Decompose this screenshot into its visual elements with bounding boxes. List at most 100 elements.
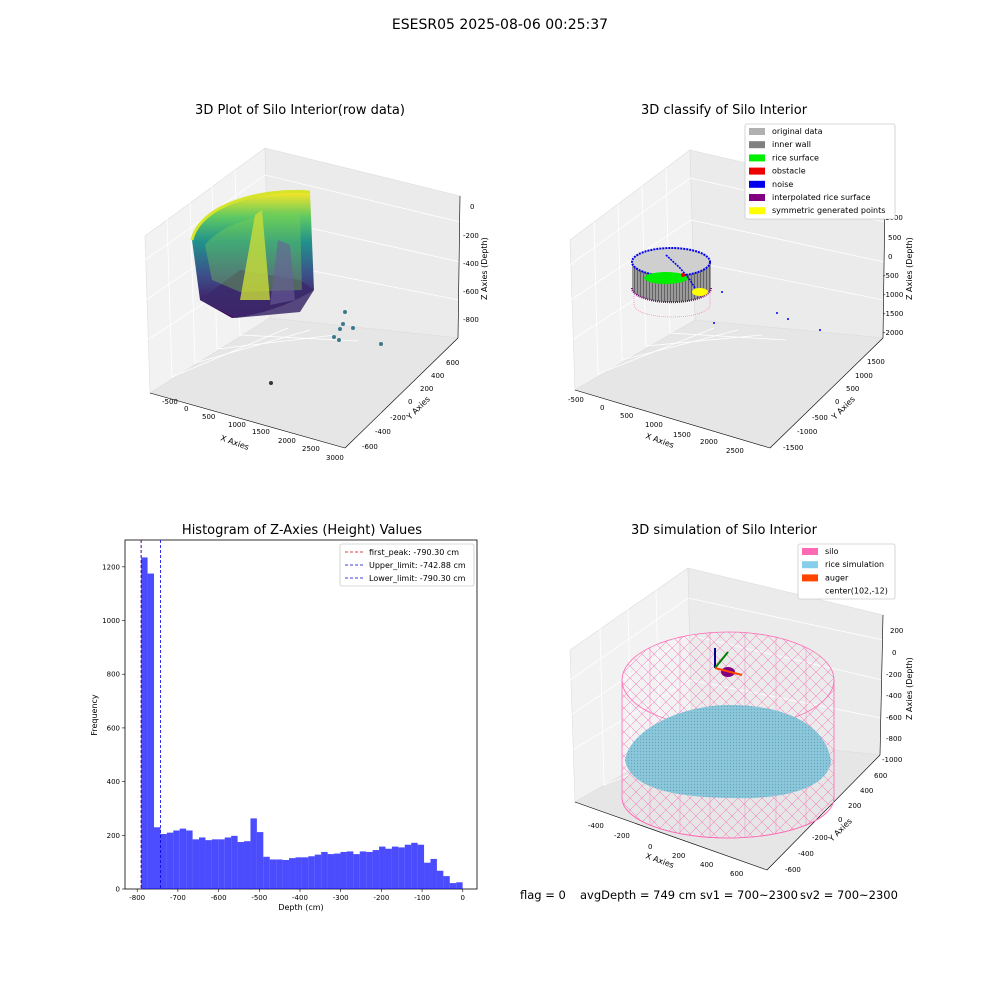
histogram-bar: [160, 833, 167, 889]
histogram-bar: [154, 827, 161, 889]
figure-title: ESESR05 2025-08-06 00:25:37: [391, 17, 609, 33]
chart2-z-label: Z Axies (Depth): [905, 237, 914, 300]
chart1-x-tick: 2000: [278, 437, 296, 445]
chart3-x-tick: -800: [129, 894, 145, 902]
histogram-bar: [301, 857, 309, 889]
histogram-bar: [269, 859, 277, 889]
chart4-x-label: X Axies: [644, 851, 675, 870]
chart2-y-label: Y Axies: [829, 395, 857, 423]
chart4-x-tick: -200: [614, 832, 630, 840]
chart4-z-tick: -800: [886, 735, 902, 743]
chart3-x-tick: -600: [211, 894, 227, 902]
histogram-bar: [244, 841, 251, 889]
histogram-bar: [417, 844, 425, 889]
chart3-x-tick: 0: [461, 894, 465, 902]
histogram-bar: [314, 854, 322, 889]
legend-entry: silo: [825, 547, 839, 556]
histogram-bar: [334, 853, 341, 889]
chart1-x-tick: 1000: [228, 421, 246, 429]
chart3-y-tick: 1000: [102, 617, 120, 625]
chart3-x-tick: -700: [170, 894, 186, 902]
chart3-legend-entry: first_peak: -790.30 cm: [369, 548, 459, 557]
footer-sv2: sv2 = 700~2300: [800, 888, 898, 902]
chart4-auger: [714, 648, 743, 677]
chart1-z-tick: -600: [463, 288, 479, 296]
chart3-x-tick: -300: [333, 894, 349, 902]
chart4-y-tick: 0: [838, 816, 842, 824]
chart1-x-tick: -500: [162, 398, 178, 406]
legend-entry: rice simulation: [825, 560, 884, 569]
chart1-x-tick: 2500: [302, 445, 320, 453]
legend-entry: auger: [825, 573, 849, 582]
chart4-y-tick: 600: [874, 772, 887, 780]
chart2-x-label: X Axies: [644, 431, 675, 450]
footer-flag: flag = 0: [520, 888, 566, 902]
legend-entry: interpolated rice surface: [772, 193, 870, 202]
chart4-z-tick: -200: [886, 671, 902, 679]
chart1-x-label: X Axies: [219, 433, 250, 452]
chart1-z-label: Z Axies (Depth): [480, 237, 489, 300]
chart4-rice-simulation: [621, 705, 835, 839]
histogram-bar: [256, 832, 264, 889]
chart4-y-tick: 400: [860, 787, 873, 795]
chart2-y-tick: 1000: [855, 372, 873, 380]
chart2-title: 3D classify of Silo Interior: [640, 103, 808, 118]
histogram-bar: [211, 839, 219, 889]
chart1-y-tick: 600: [446, 359, 459, 367]
chart2-z-tick: -2000: [883, 329, 903, 337]
legend-entry: obstacle: [772, 167, 806, 176]
chart3-y-label: Frequency: [90, 694, 99, 736]
footer-avg-depth: avgDepth = 749 cm: [580, 888, 697, 902]
chart3-x-tick: -500: [251, 894, 267, 902]
chart2-z-tick: 0: [888, 253, 892, 261]
chart4-x-tick: -400: [588, 822, 604, 830]
chart3-plot-area: -800 -700 -600 -500 -400 -300 -200 -100 0 0 200 40…: [102, 539, 478, 902]
histogram-bar: [205, 840, 212, 889]
chart1-x-tick: 3000: [326, 454, 344, 462]
chart1-y-tick: -400: [375, 428, 391, 436]
chart3-legend: first_peak: -790.30 cm Upper_limit: -742.…: [339, 543, 475, 587]
histogram-bar: [385, 848, 392, 889]
chart2-y-tick: 0: [835, 398, 839, 406]
histogram-bar: [340, 851, 347, 889]
chart1-y-tick: 400: [431, 372, 444, 380]
chart1-z-tick: -200: [463, 232, 479, 240]
chart1-x-tick: 1500: [252, 428, 270, 436]
histogram-bar: [308, 856, 315, 889]
histogram-bar: [366, 851, 373, 889]
chart4-legend: silo rice simulation auger center(102,-12): [797, 543, 896, 600]
chart1-z-tick: 0: [470, 203, 474, 211]
histogram-bar: [430, 858, 437, 889]
legend-entry: inner wall: [772, 140, 811, 149]
legend-entry: symmetric generated points: [772, 206, 885, 215]
legend-entry: original data: [772, 127, 823, 136]
chart2-z-tick: -1000: [883, 291, 903, 299]
chart4-y-tick: -400: [798, 850, 814, 858]
chart4-z-tick: -1000: [882, 756, 902, 764]
chart2-z-tick: -500: [883, 272, 899, 280]
chart2-x-tick: 1500: [673, 431, 691, 439]
histogram-bar: [295, 857, 302, 889]
chart2-x-tick: 2000: [700, 438, 718, 446]
chart1-z-tick: -800: [463, 316, 479, 324]
histogram-bar: [224, 837, 232, 889]
histogram-bar: [436, 870, 444, 889]
histogram-bar: [411, 842, 418, 889]
chart4-y-tick: -600: [785, 866, 801, 874]
chart2-x-tick: -500: [568, 396, 584, 404]
legend-entry: center(102,-12): [825, 587, 888, 596]
chart4-x-tick: 400: [700, 861, 713, 869]
chart1-tick-labels: -500 0 500 1000 1500 2000 2500 3000 600 …: [162, 203, 479, 462]
histogram-bar: [398, 847, 405, 889]
chart3-y-tick: 600: [107, 724, 120, 732]
chart1-title: 3D Plot of Silo Interior(row data): [195, 103, 405, 118]
chart1-outlier-points: [269, 310, 383, 385]
chart2-x-tick: 500: [620, 412, 633, 420]
histogram-bar: [359, 851, 367, 889]
histogram-bar: [231, 835, 238, 889]
chart3-y-tick: 0: [116, 886, 120, 894]
histogram-bar: [250, 818, 257, 889]
histogram-bar: [327, 854, 335, 889]
histogram-bar: [404, 844, 412, 889]
footer-sv1: sv1 = 700~2300: [700, 888, 798, 902]
